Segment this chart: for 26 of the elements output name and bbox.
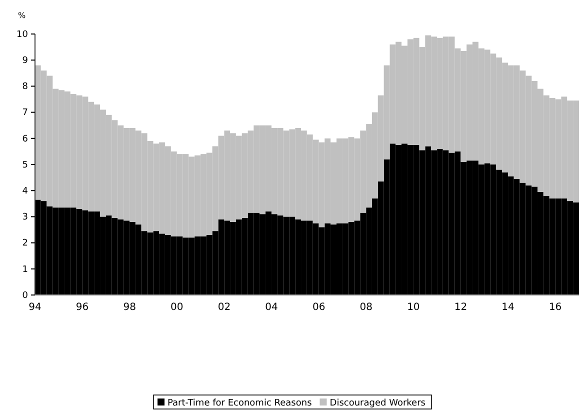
y-tick-label: 1 [22,264,28,275]
x-tick-label: 06 [312,302,326,314]
x-tick-label: 12 [454,302,468,314]
x-tick-label: 00 [170,302,184,314]
x-tick-label: 14 [502,302,514,314]
y-tick-label: 2 [22,238,28,249]
y-tick-label: 6 [22,134,28,144]
y-tick-label: 4 [22,186,28,196]
x-tick-label: 98 [123,302,136,314]
x-tick-label: 10 [407,302,420,314]
x-tick-label: 16 [548,302,562,314]
x-tick-label: 08 [360,302,372,314]
y-tick-label: 5 [22,160,28,170]
x-tick-label: 04 [265,302,278,314]
x-tick-label: 02 [218,302,231,314]
legend-label: Discouraged Workers [330,398,426,408]
legend-label: Part-Time for Economic Reasons [168,398,312,408]
y-tick-label: 7 [22,108,28,118]
y-axis-title: % [18,11,26,20]
y-tick-label: 0 [22,290,28,301]
x-tick-label: 94 [28,302,42,314]
x-tick-label: 96 [76,302,89,314]
y-tick-label: 3 [22,212,28,223]
y-tick-label: 9 [22,56,28,66]
y-tick-label: 10 [16,30,28,40]
y-tick-label: 8 [22,82,28,92]
